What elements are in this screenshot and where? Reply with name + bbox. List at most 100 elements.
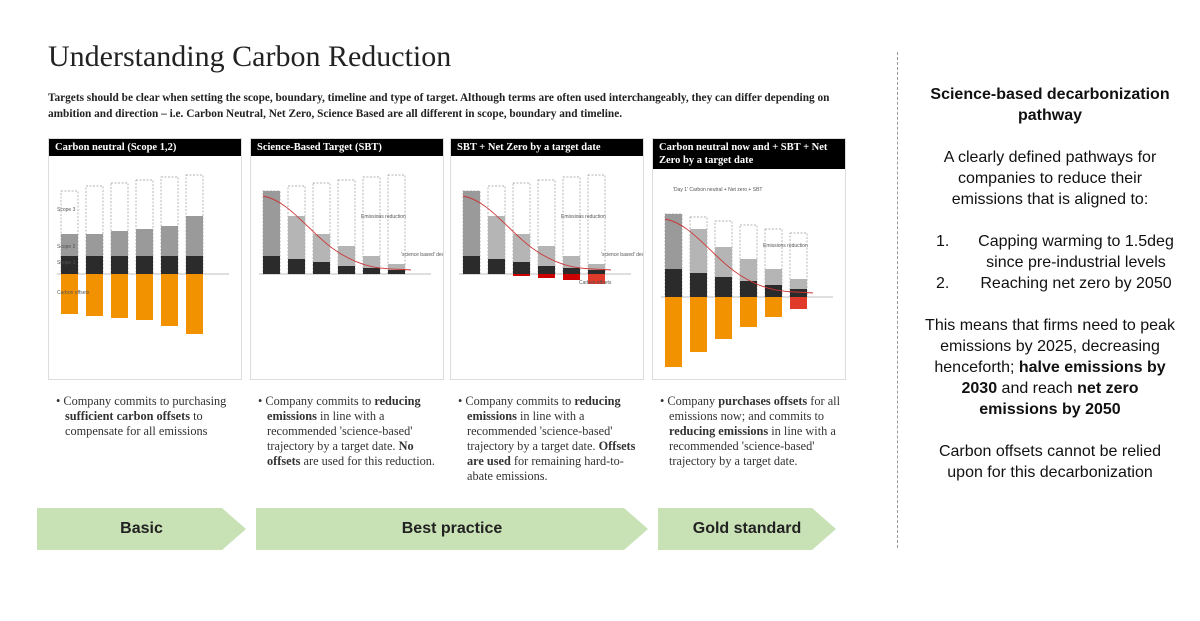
text-run: halve emissions by 2030 <box>961 359 1166 397</box>
text-run: are used for this reduction. <box>300 454 436 468</box>
panel-title: SBT + Net Zero by a target date <box>451 139 643 156</box>
bar-dark <box>715 277 732 297</box>
bar-dark <box>665 269 682 297</box>
panel-label: Scope 3 <box>57 207 76 213</box>
list-marker: 1. <box>936 233 950 250</box>
text-run: for remaining hard-to-abate emissions. <box>467 454 624 483</box>
bar-gray <box>61 234 78 256</box>
bar-dark <box>563 268 580 274</box>
bar-below <box>715 297 732 339</box>
bar-below <box>86 274 103 316</box>
bar-outline <box>587 174 606 275</box>
panel-illustration: Emissions reduction 'science based' decar… <box>459 174 694 286</box>
bar-gray <box>86 234 103 256</box>
bar-dark <box>186 256 203 274</box>
panel-title: Science-Based Target (SBT) <box>251 139 443 156</box>
bar-gray <box>563 256 580 268</box>
bar-gray <box>313 234 330 262</box>
bar-below <box>690 297 707 352</box>
sidebar: Science-based decarbonization pathway A … <box>922 84 1178 504</box>
bar-below <box>765 297 782 317</box>
bar-gray <box>790 279 807 289</box>
text-run: This means that firms need to peak emiss… <box>925 317 1175 376</box>
bar-below <box>740 297 757 327</box>
bar-gray <box>765 269 782 285</box>
bar-gray <box>111 231 128 256</box>
list-item: 2. Reaching net zero by 2050 <box>922 273 1178 294</box>
bar-gray <box>690 229 707 273</box>
list-text: Reaching net zero by 2050 <box>980 275 1172 292</box>
list-item: 1. Capping warming to 1.5deg since pre-in… <box>922 231 1178 273</box>
text-run: Company commits to <box>265 394 375 408</box>
text-run: Company commits to <box>465 394 575 408</box>
bar-below <box>161 274 178 326</box>
bar-dark <box>136 256 153 274</box>
bar-dark <box>740 281 757 297</box>
bar-below <box>665 297 682 367</box>
sidebar-intro: A clearly defined pathways for companies… <box>943 149 1157 208</box>
sidebar-list: 1. Capping warming to 1.5deg since pre-in… <box>922 231 1178 294</box>
bar-dark <box>161 256 178 274</box>
panel-label: Scope 1 <box>57 260 76 266</box>
panel-title: Carbon neutral now and + SBT + Net Zero … <box>653 139 845 169</box>
text-run: net zero emissions by 2050 <box>979 380 1139 418</box>
text-run: Company <box>667 394 719 408</box>
text-run: to compensate for all emissions <box>65 409 208 438</box>
bar-dark <box>111 256 128 274</box>
panel-label: 'Day 1' Carbon neutral + Net zero + SBT <box>673 187 762 193</box>
trajectory <box>462 195 612 271</box>
bar-dark <box>790 289 807 297</box>
text-run: Offsets are used <box>467 439 636 468</box>
bar-outline <box>764 228 783 298</box>
bar-dark <box>388 270 405 274</box>
bar-gray <box>740 259 757 281</box>
stage-arrow: Gold standard <box>658 508 836 550</box>
text-run: in line with a recommended 'science-base… <box>467 409 613 453</box>
panel: Carbon neutral now and + SBT + Net Zero … <box>652 138 846 380</box>
panel-description: • Company commits to reducing emissions … <box>258 394 436 468</box>
panel-illustration: Scope 3 Scope 2 Scope 1 Carbon offsets <box>57 174 229 334</box>
sidebar-closing: Carbon offsets cannot be relied upon for… <box>938 443 1162 481</box>
trajectory <box>664 218 814 294</box>
panel-label: Emissions reduction <box>361 214 406 220</box>
bar-outline <box>387 174 406 275</box>
bar-dark <box>463 256 480 274</box>
bar-dark <box>263 256 280 274</box>
bar-dark <box>338 266 355 274</box>
bar-gray <box>186 216 203 256</box>
panel-description: • Company purchases offsets for all emis… <box>660 394 841 468</box>
panel-label: Scope 2 <box>57 244 76 250</box>
bar-gray <box>288 216 305 259</box>
stage-arrow: Basic <box>37 508 246 550</box>
bar-gray <box>388 264 405 270</box>
panel-label: Carbon offsets <box>57 290 90 296</box>
bar-dark <box>61 256 78 274</box>
list-text: Capping warming to 1.5deg since pre-indu… <box>978 233 1174 271</box>
sidebar-heading: Science-based decarbonization pathway <box>930 86 1170 124</box>
panel-illustration: 'Day 1' Carbon neutral + Net zero + SBT E… <box>661 187 833 367</box>
bar-dark <box>488 259 505 274</box>
bar-gray <box>363 256 380 268</box>
bar-dark <box>363 268 380 274</box>
sidebar-paragraph: This means that firms need to peak emiss… <box>922 315 1178 420</box>
text-run: reducing emissions <box>267 394 421 423</box>
text-run: No offsets <box>267 439 414 468</box>
panel-title: Carbon neutral (Scope 1,2) <box>49 139 241 156</box>
text-run: Company commits to purchasing <box>63 394 227 408</box>
title: Understanding Carbon Reduction <box>48 40 452 73</box>
bar-dark <box>86 256 103 274</box>
bar-gray <box>665 214 682 269</box>
panel: Carbon neutral (Scope 1,2) Scope 3 Scope 2… <box>48 138 242 380</box>
bar-gray <box>588 264 605 270</box>
panel-label: Emissions reduction <box>561 214 606 220</box>
bar-below <box>538 274 555 278</box>
text-run: reducing emissions <box>669 424 769 438</box>
bar-below <box>111 274 128 318</box>
bar-dark <box>288 259 305 274</box>
panel-label: Emissions reduction <box>763 243 808 249</box>
bar-below <box>61 274 78 314</box>
subtitle: Targets should be clear when setting the… <box>48 92 830 120</box>
trajectory <box>262 195 412 271</box>
bar-below <box>790 297 807 309</box>
bar-dark <box>765 285 782 297</box>
